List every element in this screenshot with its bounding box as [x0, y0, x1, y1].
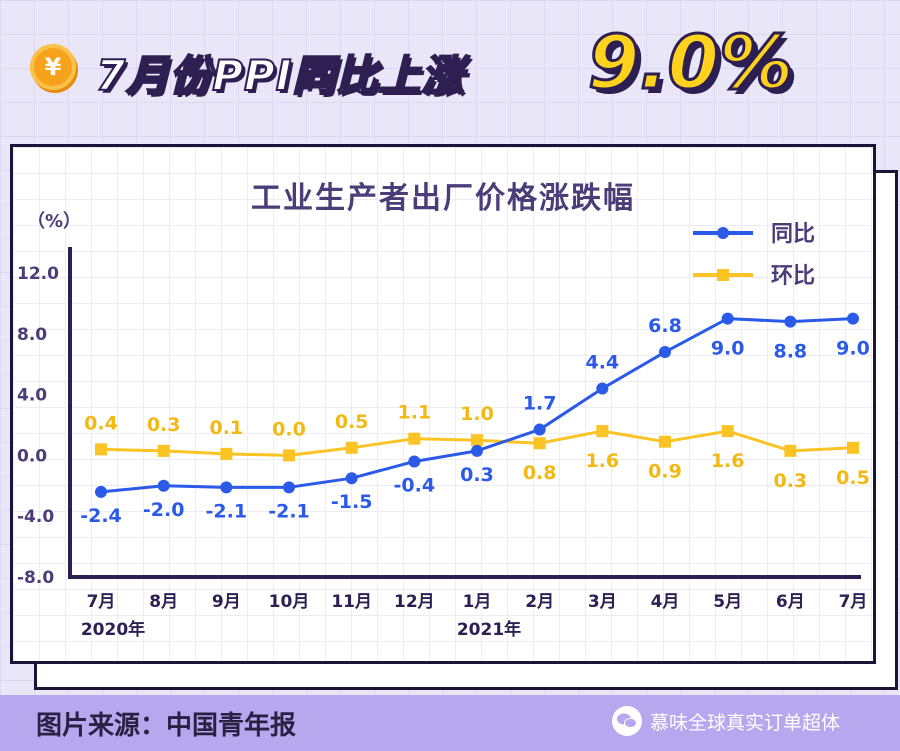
- y-tick-label: -4.0: [17, 507, 54, 527]
- mom-point: [659, 435, 671, 448]
- mom-point: [408, 432, 421, 445]
- yoy-data-label: -2.0: [143, 499, 185, 521]
- image-source: 图片来源：中国青年报: [36, 711, 297, 741]
- year-label: 2020年: [81, 619, 145, 640]
- x-tick-label: 6月: [776, 592, 805, 612]
- yoy-point: [95, 485, 107, 498]
- footer: 图片来源：中国青年报 慕味全球真实订单超体: [0, 695, 900, 751]
- mom-point: [345, 441, 358, 454]
- mom-data-label: 0.5: [836, 467, 870, 489]
- mom-data-label: 0.4: [84, 412, 118, 434]
- x-tick-label: 8月: [149, 592, 178, 612]
- mom-point: [533, 437, 546, 450]
- x-tick-label: 3月: [588, 592, 617, 612]
- y-tick-label: 12.0: [17, 264, 59, 284]
- yoy-point: [283, 481, 295, 494]
- x-tick-label: 9月: [212, 592, 241, 612]
- yoy-data-label: -1.5: [331, 491, 373, 513]
- yoy-data-label: 4.4: [585, 352, 619, 374]
- yoy-data-label: -0.4: [394, 474, 436, 496]
- legend-mom-marker: [717, 269, 729, 281]
- x-tick-label: 12月: [394, 592, 435, 612]
- watermark: 慕味全球真实订单超体: [612, 703, 840, 739]
- yoy-point: [721, 312, 734, 325]
- yoy-data-label: 9.0: [836, 338, 870, 360]
- mom-data-label: 0.3: [773, 470, 807, 492]
- yoy-point: [533, 423, 546, 436]
- yoy-point: [157, 479, 170, 492]
- x-tick-label: 7月: [839, 592, 868, 612]
- y-tick-label: -8.0: [17, 568, 54, 588]
- mom-point: [784, 444, 797, 457]
- chart-title: 工业生产者出厂价格涨跌幅: [251, 181, 635, 216]
- yoy-point: [408, 455, 421, 468]
- mom-data-label: 1.6: [711, 450, 745, 472]
- y-tick-label: 4.0: [17, 386, 47, 406]
- yoy-data-label: 8.8: [773, 341, 807, 363]
- yoy-point: [847, 312, 859, 325]
- x-tick-label: 7月: [87, 592, 116, 612]
- year-label: 2021年: [457, 619, 521, 640]
- line-chart: 12.0 8.0 4.0 0.0 -4.0 -8.0 7月 8月 9月 10月 11月 12月 1月 2月…: [17, 222, 870, 640]
- legend-yoy-marker: [717, 227, 729, 239]
- mom-data-label: 0.9: [648, 461, 682, 483]
- headline: 7月份PPI同比上涨: [95, 50, 465, 101]
- yoy-point: [345, 472, 358, 485]
- yoy-data-label: 0.3: [460, 464, 494, 486]
- mom-point: [721, 425, 734, 438]
- x-tick-label: 1月: [463, 592, 492, 612]
- mom-data-label: 1.1: [397, 402, 431, 424]
- y-axis-unit: （%）: [27, 211, 82, 232]
- mom-point: [95, 443, 107, 456]
- mom-point: [847, 441, 859, 454]
- yoy-data-label: 9.0: [711, 338, 745, 360]
- y-tick-label: 0.0: [17, 446, 47, 466]
- mom-data-label: 0.8: [523, 462, 557, 484]
- legend-yoy-label: 同比: [771, 222, 815, 247]
- mom-data-label: 0.5: [335, 411, 369, 433]
- mom-point: [157, 444, 170, 457]
- yoy-point: [471, 444, 483, 457]
- legend-mom-label: 环比: [771, 264, 815, 289]
- x-tick-label: 2月: [525, 592, 554, 612]
- yoy-point: [220, 481, 233, 494]
- yoy-point: [659, 346, 671, 359]
- y-tick-label: 8.0: [17, 325, 47, 345]
- yoy-data-label: -2.4: [80, 505, 122, 527]
- mom-point: [471, 434, 483, 447]
- mom-point: [283, 449, 295, 462]
- yoy-data-label: 6.8: [648, 315, 682, 337]
- yoy-data-label: 1.7: [523, 393, 557, 415]
- x-tick-label: 11月: [331, 592, 372, 612]
- wechat-icon: [612, 706, 642, 736]
- x-tick-label: 5月: [713, 592, 742, 612]
- mom-point: [596, 425, 609, 438]
- headline-value: 9.0%: [586, 19, 794, 108]
- x-tick-label: 4月: [651, 592, 680, 612]
- yoy-data-label: -2.1: [268, 500, 310, 522]
- mom-data-label: 0.1: [209, 417, 243, 439]
- yoy-point: [784, 315, 797, 328]
- header: ¥ 7月份PPI同比上涨 9.0%: [0, 0, 900, 140]
- mom-point: [220, 447, 233, 460]
- watermark-text: 慕味全球真实订单超体: [650, 711, 841, 734]
- chart-card: 工业生产者出厂价格涨跌幅 （%） 12.0 8.0 4.0 0.0 -4.0 -8.0 7月…: [10, 144, 876, 664]
- mom-data-label: 0.0: [272, 418, 306, 440]
- mom-data-label: 0.3: [147, 414, 181, 436]
- mom-data-label: 1.6: [585, 450, 619, 472]
- yoy-data-label: -2.1: [206, 500, 248, 522]
- x-tick-label: 10月: [269, 592, 310, 612]
- yen-coin-icon: ¥: [30, 44, 76, 90]
- yoy-point: [596, 382, 609, 395]
- mom-data-label: 1.0: [460, 403, 494, 425]
